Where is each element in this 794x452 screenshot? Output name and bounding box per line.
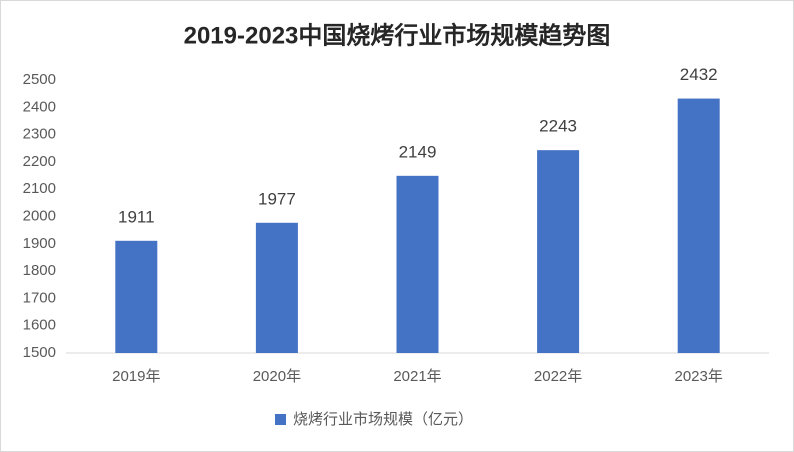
y-tick-label: 2300	[23, 126, 56, 143]
x-tick-label: 2020年	[253, 368, 301, 385]
bar	[115, 240, 158, 353]
legend-label: 烧烤行业市场规模（亿元）	[293, 411, 473, 428]
y-tick-label: 1800	[23, 262, 56, 279]
y-tick-label: 2500	[23, 71, 56, 88]
x-tick-label: 2021年	[393, 368, 441, 385]
y-tick-label: 1600	[23, 317, 56, 334]
x-tick-label: 2023年	[675, 368, 723, 385]
y-tick-label: 1900	[23, 235, 56, 252]
x-tick-label: 2019年	[112, 368, 160, 385]
y-tick-label: 2200	[23, 153, 56, 170]
y-tick-label: 1500	[23, 344, 56, 361]
data-label: 2149	[399, 142, 437, 161]
legend-swatch	[275, 414, 286, 425]
x-tick-label: 2022年	[534, 368, 582, 385]
bar	[255, 222, 298, 353]
bar	[677, 98, 720, 354]
data-label: 2432	[680, 65, 718, 84]
bar	[537, 150, 580, 353]
y-tick-label: 2000	[23, 207, 56, 224]
data-label: 2243	[539, 117, 577, 136]
data-label: 1911	[118, 207, 155, 226]
bar	[396, 175, 439, 353]
y-tick-label: 1700	[23, 289, 56, 306]
y-tick-label: 2400	[23, 98, 56, 115]
y-tick-label: 2100	[23, 180, 56, 197]
chart-title: 2019-2023中国烧烤行业市场规模趋势图	[184, 21, 611, 49]
data-label: 1977	[258, 189, 296, 208]
